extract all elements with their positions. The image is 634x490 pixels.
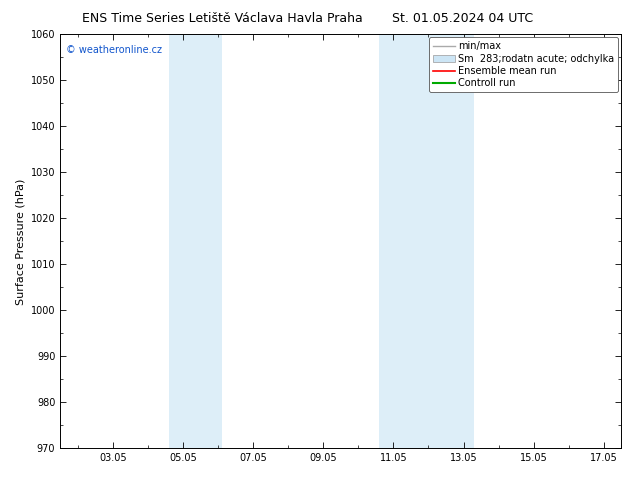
- Y-axis label: Surface Pressure (hPa): Surface Pressure (hPa): [15, 178, 25, 304]
- Legend: min/max, Sm  283;rodatn acute; odchylka, Ensemble mean run, Controll run: min/max, Sm 283;rodatn acute; odchylka, …: [429, 37, 618, 92]
- Text: St. 01.05.2024 04 UTC: St. 01.05.2024 04 UTC: [392, 12, 533, 25]
- Text: © weatheronline.cz: © weatheronline.cz: [66, 45, 162, 55]
- Bar: [379, 34, 474, 448]
- Bar: [169, 34, 221, 448]
- Text: ENS Time Series Letiště Václava Havla Praha: ENS Time Series Letiště Václava Havla Pr…: [82, 12, 362, 25]
